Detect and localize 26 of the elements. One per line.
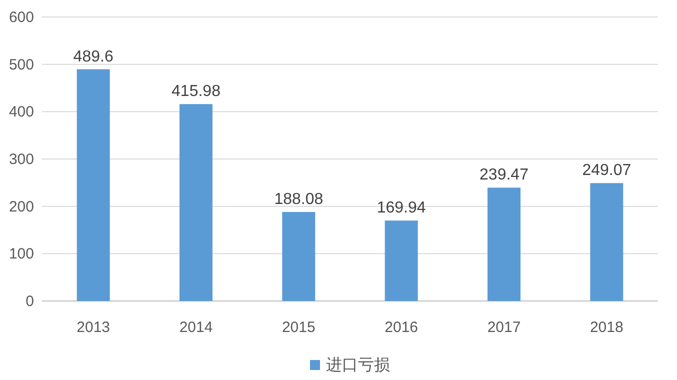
y-tick-label: 100 [8,246,34,263]
bar [282,212,316,301]
bar [488,188,520,301]
data-label: 249.07 [582,162,632,180]
bar [180,104,212,301]
x-tick-label: 2014 [179,319,213,336]
legend-label: 进口亏损 [326,356,390,374]
data-label: 169.94 [376,200,426,217]
data-label: 415.98 [172,83,221,100]
data-label: 489.6 [73,48,114,66]
y-tick-label: 500 [8,56,34,74]
x-tick-label: 2016 [384,319,418,336]
x-tick-label: 2018 [590,319,624,336]
data-label: 239.47 [480,166,529,184]
x-tick-label: 2013 [76,319,110,336]
bar [76,69,110,301]
x-tick-label: 2015 [282,319,316,336]
bar [590,183,624,301]
data-label: 188.08 [274,190,324,208]
y-tick-label: 600 [8,9,34,26]
y-tick-label: 0 [26,293,34,310]
x-tick-label: 2017 [487,319,521,336]
y-tick-label: 400 [8,104,34,121]
bar [384,220,418,301]
y-tick-label: 200 [8,198,34,216]
y-tick-label: 300 [8,151,34,168]
